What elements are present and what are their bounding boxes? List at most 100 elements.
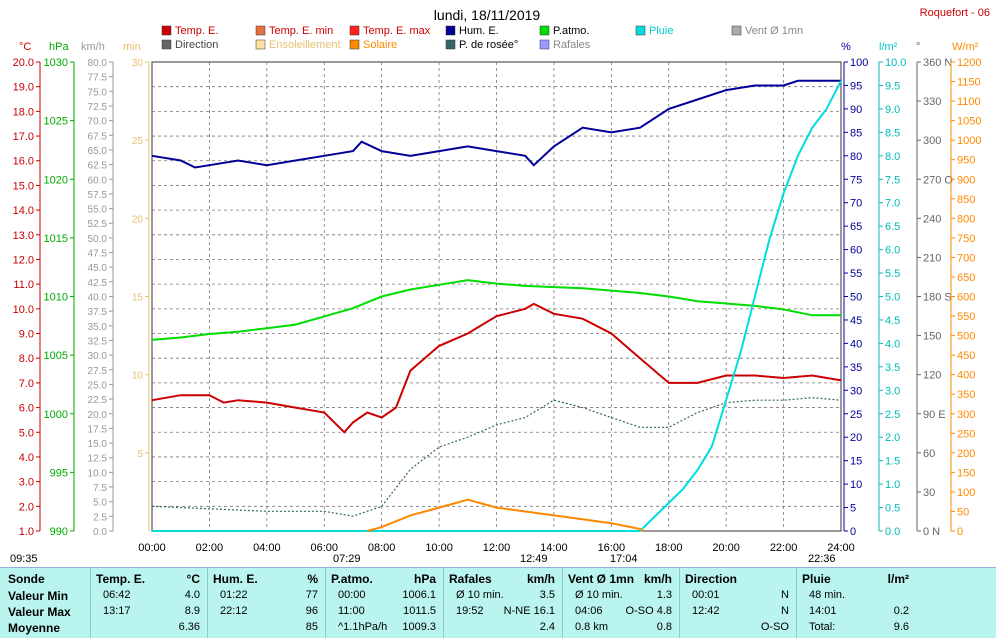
stat-time: 48 min.	[809, 589, 846, 601]
axis-tick-label: 7.0	[19, 378, 34, 390]
row-label: Valeur Max	[8, 605, 71, 619]
legend-label: Rafales	[553, 39, 591, 51]
x-tick-label: 18:00	[655, 542, 683, 554]
stats-column: P.atmo. hPa 00:00 1006.1 11:00 1011.5 ^1.1hPa/…	[325, 568, 443, 638]
stat-value: O-SO 4.8	[625, 605, 672, 617]
legend-label: Direction	[175, 39, 218, 51]
axis-tick-label: 1005	[44, 350, 68, 362]
axis-tick-label: 300	[923, 135, 941, 147]
axis-tick-label: 30	[132, 58, 144, 69]
axis-tick-label: 100	[850, 57, 868, 69]
stats-column: Temp. E. °C 06:42 4.0 13:17 8.9 6.36	[90, 568, 207, 638]
stats-column: Direction 00:01 N 12:42 N O-SO	[679, 568, 796, 638]
axis-tick-label: 6.0	[19, 403, 34, 415]
axis-tick-label: 1030	[44, 57, 68, 69]
axis-tick-label: 8.0	[19, 353, 34, 365]
stat-value: 1006.1	[402, 589, 436, 601]
stats-table: Sonde Valeur Min Valeur Max Moyenne Temp. E.…	[0, 567, 996, 638]
legend-label: P. de rosée°	[459, 39, 518, 51]
legend-swatch	[161, 39, 172, 50]
stats-column: Vent Ø 1mn km/h Ø 10 min. 1.3 04:06 O-SO 4.8 0…	[562, 568, 679, 638]
axis-tick-label: 350	[957, 389, 975, 401]
row-label: Valeur Min	[8, 589, 69, 603]
axis-tick-label: 90	[850, 104, 862, 116]
stat-value: 3.5	[539, 589, 555, 601]
axis-tick-label: 1020	[44, 174, 68, 186]
time-markers: 09:35 07:29 12:49 17:04 22:36	[10, 553, 836, 565]
x-tick-label: 00:00	[138, 542, 166, 554]
axis-tick-label: 52.5	[88, 219, 108, 230]
axis-tick-label: 300	[957, 409, 975, 421]
stat-time: 06:42	[103, 589, 131, 601]
axis-tick-label: 18.0	[13, 106, 34, 118]
axis-tick-label: 3.5	[885, 362, 900, 374]
column-title: Pluie	[802, 572, 831, 586]
axis-tick-label: 4.0	[885, 338, 900, 350]
marker-sunset: 17:04	[610, 553, 638, 565]
axis-tick-label: 12.0	[13, 254, 34, 266]
stat-time: 04:06	[575, 605, 603, 617]
axis-tick-label: 1000	[957, 135, 981, 147]
row-label: Moyenne	[8, 621, 61, 635]
axis-tick-label: 8.5	[885, 127, 900, 139]
unit-wind: km/h	[81, 41, 105, 53]
x-tick-label: 20:00	[712, 542, 740, 554]
legend-label: Temp. E. min	[269, 25, 333, 37]
stat-time: Ø 10 min.	[575, 589, 623, 601]
axis-tick-label: 25.0	[88, 380, 108, 391]
axis-tick-label: 150	[957, 467, 975, 479]
unit-rain: l/m²	[879, 41, 898, 53]
axis-tick-label: 0	[850, 526, 856, 538]
axis-tick-label: 16.0	[13, 156, 34, 168]
row-label: Sonde	[8, 572, 45, 586]
legend-swatch	[539, 39, 550, 50]
axes: 00:00 02:00 04:00 06:00 08:00 10:00 12:00 14:00…	[13, 57, 982, 554]
axis-tick-label: 400	[957, 370, 975, 382]
legend-swatch	[445, 25, 456, 36]
legend-swatch	[731, 25, 742, 36]
axis-tick-label: 0	[957, 526, 963, 538]
axis-tick-label: 10	[850, 479, 862, 491]
stat-time: ^1.1hPa/h	[338, 621, 388, 633]
stat-time: 00:00	[338, 589, 366, 601]
axis-tick-label: 5.0	[19, 427, 34, 439]
axis-tick-label: 30	[923, 487, 935, 499]
stat-value: 4.0	[184, 589, 200, 601]
axis-tick-label: 15.0	[88, 439, 108, 450]
stat-value: 96	[305, 605, 318, 617]
legend-label: Hum. E.	[459, 25, 499, 37]
axis-tick-label: 10	[132, 371, 144, 382]
axis-tick-label: 47.5	[88, 249, 108, 260]
column-unit: %	[307, 572, 318, 586]
axis-tick-label: 19.0	[13, 82, 34, 94]
axis-tick-label: 62.5	[88, 161, 108, 172]
column-title: Vent Ø 1mn	[568, 572, 635, 586]
x-tick-label: 04:00	[253, 542, 281, 554]
axis-tick-label: 32.5	[88, 336, 108, 347]
axis-tick-label: 9.5	[885, 80, 900, 92]
column-title: Hum. E.	[213, 572, 258, 586]
axis-tick-label: 210	[923, 252, 941, 264]
axis-tick-label: 8.0	[885, 151, 900, 163]
axis-tick-label: 70.0	[88, 117, 108, 128]
stat-value: N	[781, 605, 789, 617]
stat-value: 0.8	[656, 621, 672, 633]
series-line	[151, 79, 841, 169]
axis-tick-label: 20.0	[88, 410, 108, 421]
axis-tick-label: 850	[957, 194, 975, 206]
axis-tick-label: 2.0	[885, 432, 900, 444]
series-line	[151, 302, 842, 434]
x-tick-label: 16:00	[598, 542, 626, 554]
axis-tick-label: 550	[957, 311, 975, 323]
axis-tick-label: 60	[850, 245, 862, 257]
axis-tick-label: 500	[957, 331, 975, 343]
axis-tick-label: 6.5	[885, 221, 900, 233]
unit-dir: °	[916, 41, 920, 53]
x-tick-label: 06:00	[310, 542, 338, 554]
axis-tick-label: 360 N	[923, 57, 952, 69]
axis-tick-label: 240	[923, 213, 941, 225]
column-title: Rafales	[449, 572, 492, 586]
stat-value: 0.2	[893, 605, 909, 617]
stat-value: 77	[305, 589, 318, 601]
axis-tick-label: 5.5	[885, 268, 900, 280]
